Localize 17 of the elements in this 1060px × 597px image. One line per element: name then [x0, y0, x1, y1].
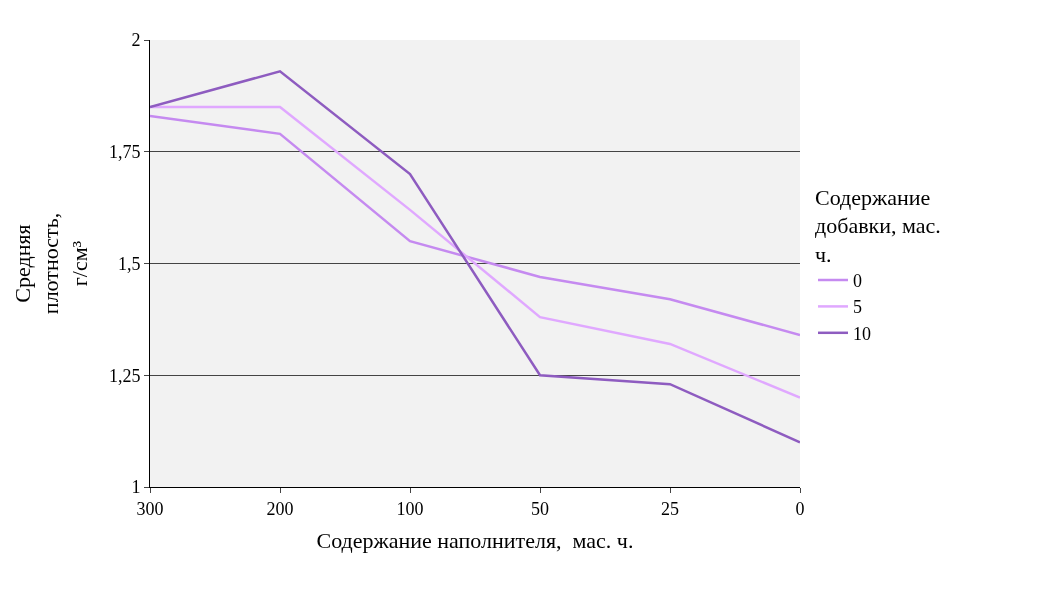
- y-tick-label: 1: [131, 477, 141, 498]
- y-tick-label: 1,75: [108, 142, 141, 163]
- x-tick-label: 200: [266, 498, 294, 519]
- x-tick-label: 25: [661, 498, 679, 519]
- y-tick-label: 1,25: [108, 365, 141, 386]
- x-tick-label: 300: [136, 498, 164, 519]
- x-tick-label: 50: [531, 498, 549, 519]
- legend-label: 5: [853, 297, 862, 318]
- legend-label: 10: [853, 323, 871, 344]
- x-tick-label: 100: [396, 498, 424, 519]
- legend-label: 0: [853, 271, 862, 292]
- legend-title: Содержание добавки, мас. ч.: [815, 184, 941, 267]
- y-axis-title: Средняя плотность, г/см³: [9, 212, 92, 315]
- x-tick-label: 0: [795, 498, 805, 519]
- y-tick-label: 1,5: [117, 253, 141, 274]
- x-axis-title: Содержание наполнителя, мас. ч.: [316, 528, 634, 554]
- y-tick-label: 2: [131, 30, 141, 51]
